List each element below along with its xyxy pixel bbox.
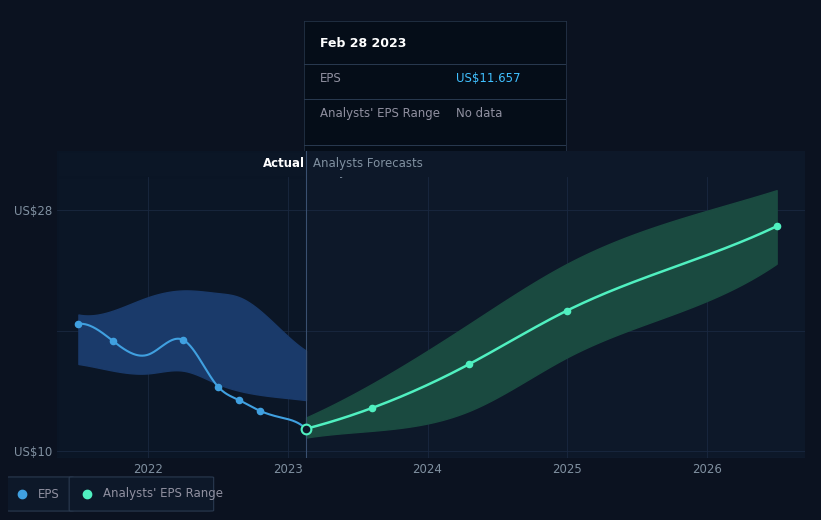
Text: No data: No data <box>456 107 502 120</box>
Point <box>365 404 378 412</box>
Point <box>177 336 190 344</box>
Point <box>463 360 476 368</box>
Text: Actual: Actual <box>263 165 305 178</box>
FancyBboxPatch shape <box>6 477 74 511</box>
Text: Analysts' EPS Range: Analysts' EPS Range <box>103 488 223 500</box>
Text: Feb 28 2023: Feb 28 2023 <box>319 37 406 50</box>
Text: Actual: Actual <box>263 157 305 170</box>
Text: EPS: EPS <box>319 72 342 85</box>
Point <box>770 222 783 230</box>
Point <box>561 306 574 315</box>
Text: Analysts' EPS Range: Analysts' EPS Range <box>319 107 439 120</box>
Bar <box>57 151 306 177</box>
FancyBboxPatch shape <box>69 477 213 511</box>
Text: EPS: EPS <box>38 488 59 500</box>
Point <box>107 337 120 345</box>
Text: US$11.657: US$11.657 <box>456 72 521 85</box>
Bar <box>57 177 306 458</box>
Point <box>72 320 85 328</box>
Text: Analysts Forecasts: Analysts Forecasts <box>313 157 423 170</box>
Point <box>232 396 245 404</box>
Point <box>212 383 225 391</box>
Point <box>300 425 313 433</box>
Text: Analysts Forecasts: Analysts Forecasts <box>313 165 423 178</box>
Point <box>254 407 267 415</box>
